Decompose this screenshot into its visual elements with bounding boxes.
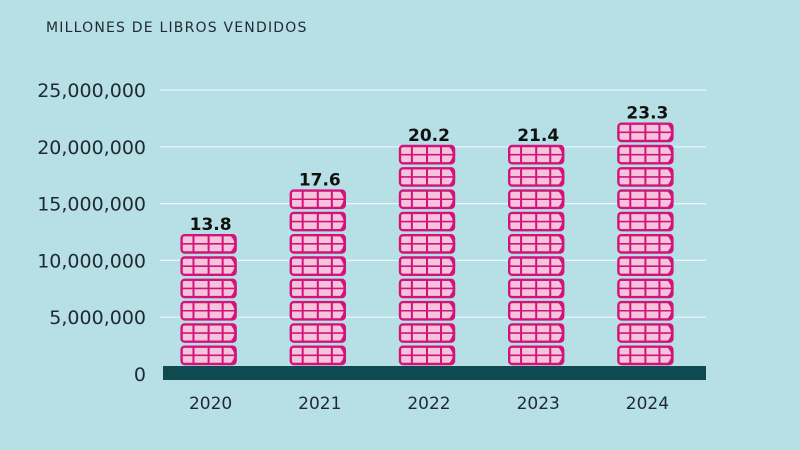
bars <box>180 122 674 366</box>
y-tick-label: 25,000,000 <box>37 80 146 102</box>
data-label: 17.6 <box>299 171 341 191</box>
data-label: 23.3 <box>626 104 668 124</box>
data-label: 13.8 <box>190 215 232 235</box>
bar-2022 <box>398 144 456 366</box>
x-tick-label: 2023 <box>517 394 560 414</box>
x-tick-label: 2024 <box>626 394 669 414</box>
chart-title: MILLONES DE LIBROS VENDIDOS <box>46 20 308 36</box>
data-label: 21.4 <box>517 126 559 146</box>
bar-2021 <box>289 189 346 366</box>
y-tick-label: 20,000,000 <box>37 137 146 159</box>
y-tick-label: 5,000,000 <box>49 307 146 329</box>
x-tick-label: 2021 <box>298 394 341 414</box>
bar-2020 <box>180 233 237 366</box>
bar-2024 <box>617 122 674 366</box>
x-tick-label: 2020 <box>189 394 232 414</box>
baseline-bar <box>163 366 706 380</box>
y-tick-label: 10,000,000 <box>37 250 146 272</box>
y-axis: 0 5,000,000 10,000,000 15,000,000 20,000,000… <box>37 80 146 386</box>
y-tick-label: 0 <box>134 364 146 386</box>
y-tick-label: 15,000,000 <box>37 194 146 216</box>
x-tick-label: 2022 <box>407 394 450 414</box>
bar-2023 <box>508 144 565 366</box>
x-axis: 2020 2021 2022 2023 2024 <box>189 394 669 414</box>
data-label: 20.2 <box>408 126 450 146</box>
data-labels: 13.8 17.6 20.2 21.4 23.3 <box>190 104 669 236</box>
